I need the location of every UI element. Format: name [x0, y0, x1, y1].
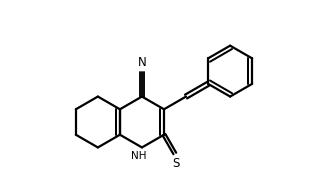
Text: N: N: [138, 56, 146, 69]
Text: NH: NH: [131, 151, 147, 161]
Text: S: S: [172, 157, 179, 170]
